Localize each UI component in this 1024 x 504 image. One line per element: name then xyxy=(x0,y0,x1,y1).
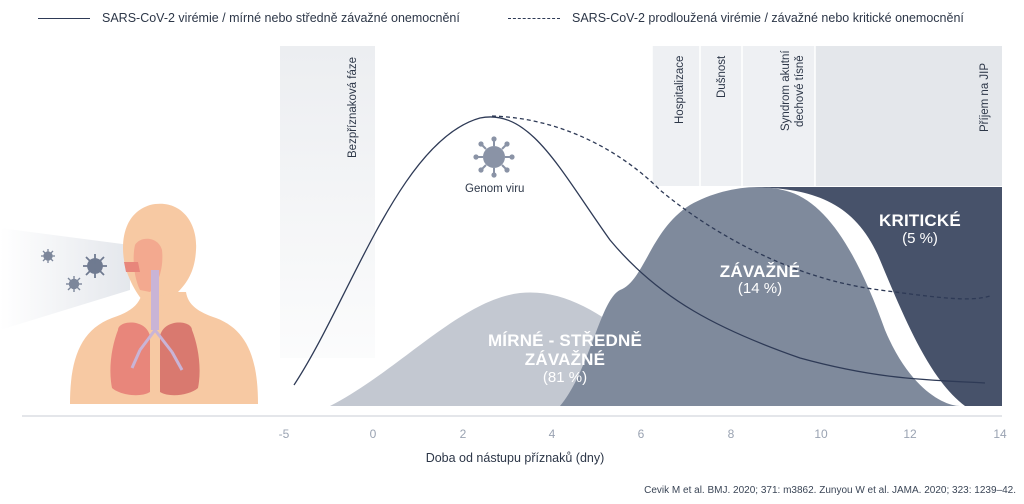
x-tick: 2 xyxy=(459,427,467,441)
small-virus-icon xyxy=(66,276,82,292)
legend-dashed: SARS-CoV-2 prodloužená virémie / závažné… xyxy=(508,8,964,28)
x-tick: 6 xyxy=(637,427,645,441)
x-tick: 0 xyxy=(369,427,377,441)
critical-band-title: KRITICKÉ xyxy=(879,211,961,230)
phase-label-ards-1: Syndrom akutní xyxy=(780,50,792,131)
phase-label-hospitalization: Hospitalizace xyxy=(674,55,686,124)
x-tick: -5 xyxy=(278,427,290,441)
critical-band-percent: (5 %) xyxy=(902,230,938,247)
phase-label-icu: Příjem na JIP xyxy=(979,62,991,132)
asymptomatic-phase-shade xyxy=(280,46,375,358)
x-axis-title-text: Doba od nástupu příznaků (dny) xyxy=(425,451,605,465)
x-tick: 4 xyxy=(548,427,556,441)
small-virus-icon xyxy=(83,254,107,278)
severe-band-percent: (14 %) xyxy=(737,280,783,297)
severe-band-title: ZÁVAŽNÉ xyxy=(719,262,801,281)
mild-band-title-line2: ZÁVAŽNÉ xyxy=(524,350,606,369)
legend-solid: SARS-CoV-2 virémie / mírné nebo středně … xyxy=(38,8,460,28)
right-lung xyxy=(160,322,200,396)
mild-band-title-line1: MÍRNÉ - STŘEDNĚ xyxy=(487,331,643,350)
trachea xyxy=(151,270,159,330)
viremia-curve-mild xyxy=(293,116,986,386)
phase-label-ards-2: dechové tísně xyxy=(794,55,806,127)
mild-band-percent: (81 %) xyxy=(542,369,588,386)
critical-band xyxy=(745,187,1002,406)
x-tick: 8 xyxy=(727,427,735,441)
left-lung xyxy=(110,322,150,396)
breath-cone xyxy=(0,228,130,330)
legend-solid-label: SARS-CoV-2 virémie / mírné nebo středně … xyxy=(102,11,460,25)
x-tick: 12 xyxy=(903,427,917,441)
mild-band-title: MÍRNÉ - STŘEDNĚ ZÁVAŽNÉ xyxy=(470,331,660,369)
x-tick: 14 xyxy=(993,427,1007,441)
virus-particle-icon xyxy=(473,136,515,178)
human-respiratory-illustration xyxy=(70,203,258,404)
phase-label-asymptomatic: Bezpříznaková fáze xyxy=(347,56,359,158)
legend-dashed-label: SARS-CoV-2 prodloužená virémie / závažné… xyxy=(572,11,964,25)
legend-dashed-swatch xyxy=(508,17,560,19)
legend-solid-swatch xyxy=(38,17,90,19)
virus-genome-label: Genom viru xyxy=(465,183,525,195)
citation: Cevik M et al. BMJ. 2020; 371: m3862. Zu… xyxy=(644,485,1016,496)
phase-label-dyspnea: Dušnost xyxy=(716,55,728,98)
severe-band xyxy=(560,187,960,406)
x-tick: 10 xyxy=(814,427,828,441)
icu-phase-shade xyxy=(815,46,1002,186)
small-virus-icon xyxy=(41,249,55,263)
x-axis-title: Doba od nástupu příznaků (dny) xyxy=(0,451,1024,465)
